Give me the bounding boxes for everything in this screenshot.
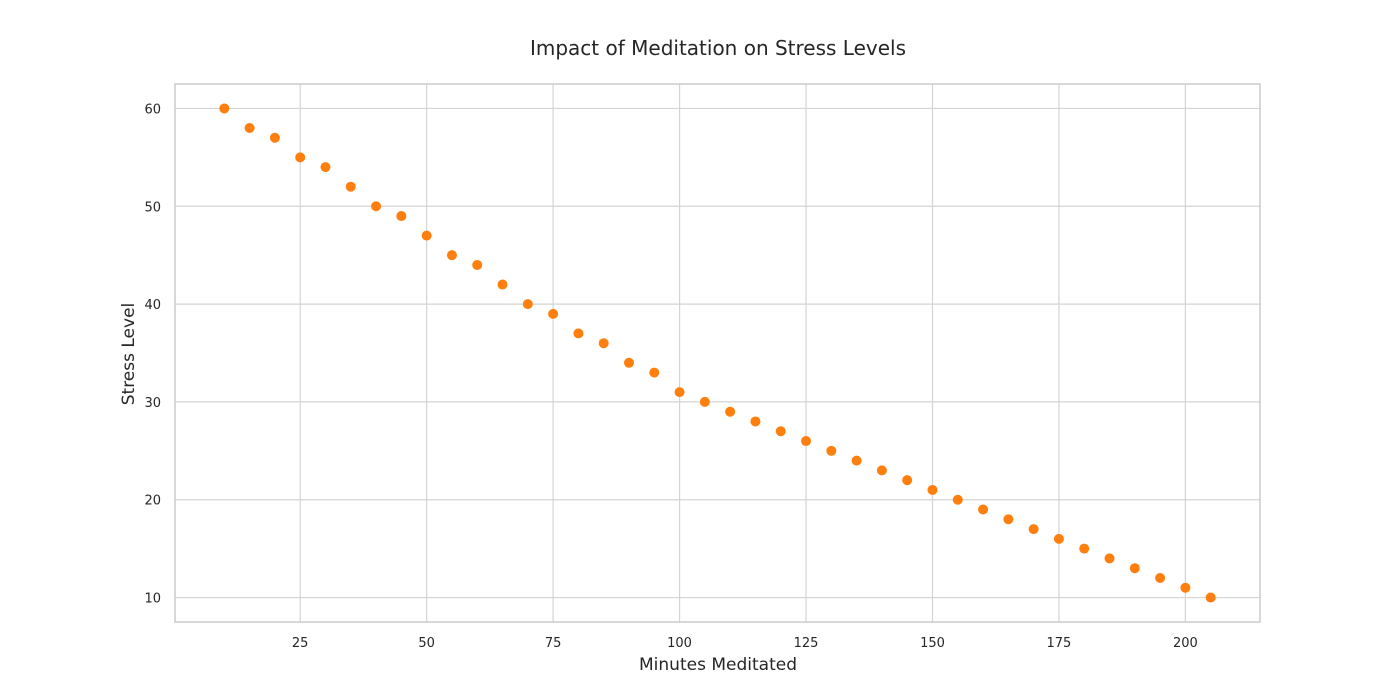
data-point xyxy=(497,279,508,290)
plot-area-frame xyxy=(174,83,1261,623)
data-point xyxy=(345,181,356,192)
data-point xyxy=(902,475,913,486)
x-tick-label: 175 xyxy=(1047,636,1072,651)
x-axis-label: Minutes Meditated xyxy=(639,655,797,675)
data-point xyxy=(699,396,710,407)
data-point xyxy=(952,494,963,505)
data-point xyxy=(750,416,761,427)
x-tick-label: 75 xyxy=(545,636,562,651)
data-point xyxy=(446,250,457,261)
data-point xyxy=(219,103,230,114)
data-point xyxy=(396,211,407,222)
data-point xyxy=(548,308,559,319)
data-point xyxy=(1053,533,1064,544)
data-point xyxy=(876,465,887,476)
grid-lines xyxy=(175,84,1260,622)
data-point xyxy=(775,426,786,437)
data-point xyxy=(649,367,660,378)
data-point xyxy=(801,436,812,447)
chart-title: Impact of Meditation on Stress Levels xyxy=(530,36,906,60)
data-point xyxy=(851,455,862,466)
data-point xyxy=(1003,514,1014,525)
x-tick-labels: 25 50 75 100 125 150 175 200 xyxy=(292,636,1198,651)
y-tick-label: 20 xyxy=(144,494,161,509)
x-tick-label: 125 xyxy=(794,636,819,651)
data-point xyxy=(725,406,736,417)
y-tick-labels: 10 20 30 40 50 60 xyxy=(144,102,161,606)
data-point xyxy=(978,504,989,515)
data-point xyxy=(472,259,483,270)
y-tick-label: 40 xyxy=(144,298,161,313)
data-point xyxy=(623,357,634,368)
data-point xyxy=(826,445,837,456)
data-point xyxy=(1028,524,1039,535)
y-tick-label: 50 xyxy=(144,200,161,215)
x-tick-label: 100 xyxy=(667,636,692,651)
data-point xyxy=(1205,592,1216,603)
data-point xyxy=(244,123,255,134)
x-tick-label: 50 xyxy=(418,636,435,651)
data-point xyxy=(674,387,685,398)
data-point xyxy=(573,328,584,339)
data-point xyxy=(1129,563,1140,574)
x-tick-label: 150 xyxy=(920,636,945,651)
x-tick-label: 200 xyxy=(1173,636,1198,651)
data-point xyxy=(1104,553,1115,564)
y-tick-label: 30 xyxy=(144,396,161,411)
data-point xyxy=(421,230,432,241)
data-point xyxy=(1180,582,1191,593)
data-point xyxy=(295,152,306,163)
data-points xyxy=(219,103,1216,603)
data-point xyxy=(1079,543,1090,554)
y-axis-label: Stress Level xyxy=(119,303,139,406)
data-point xyxy=(927,484,938,495)
data-point xyxy=(269,132,280,143)
data-point xyxy=(1155,572,1166,583)
data-point xyxy=(320,162,331,173)
data-point xyxy=(371,201,382,212)
data-point xyxy=(598,338,609,349)
y-tick-label: 60 xyxy=(144,102,161,117)
data-point xyxy=(522,299,533,310)
x-tick-label: 25 xyxy=(292,636,309,651)
y-tick-label: 10 xyxy=(144,592,161,607)
